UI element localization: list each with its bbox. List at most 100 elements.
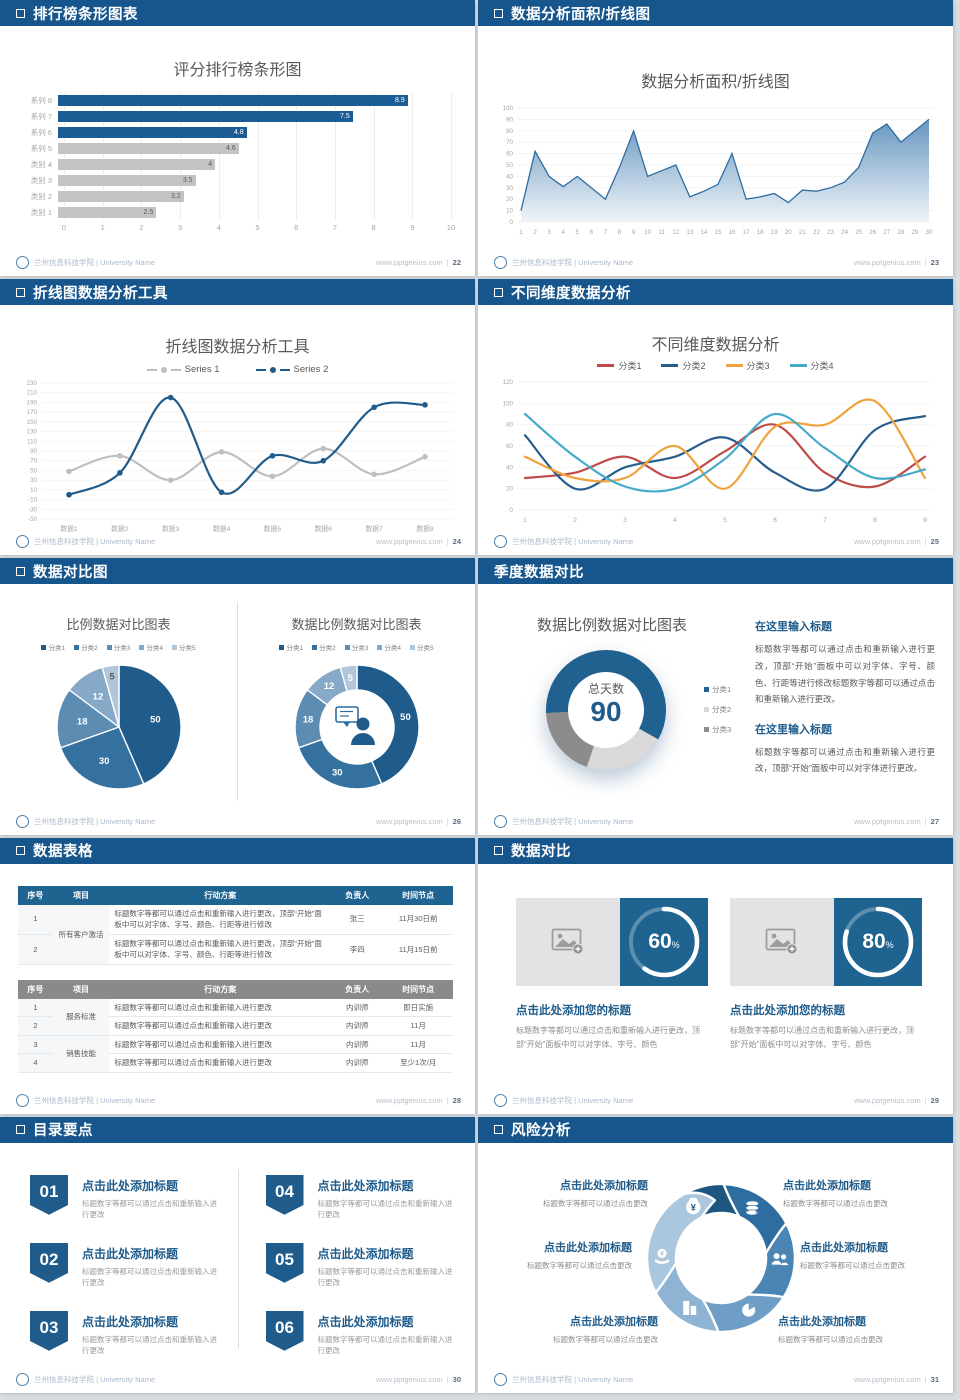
- x-tick-label: 0: [61, 223, 67, 232]
- cell-owner: 内训师: [331, 1053, 384, 1074]
- page-number: 27: [930, 816, 939, 826]
- table-row: 3 销售技能 标题数字等都可以通过点击和重新输入进行更改 内训师 11月: [18, 1035, 453, 1074]
- bar-category-label: 类别 3: [30, 175, 52, 185]
- legend-swatch: [344, 644, 350, 650]
- slide-data-tables[interactable]: 数据表格 序号 项目 行动方案 负责人 时间节点 1 所有客户激活 标题数字等都可以通过点击和…: [0, 837, 475, 1114]
- footer-separator: |: [446, 537, 449, 547]
- grid-line: [257, 92, 259, 220]
- y-tick-label: 0: [509, 507, 513, 514]
- toc-title: 点击此处添加标题: [317, 1178, 414, 1193]
- legend-dot-marker: [160, 366, 167, 373]
- slice-value-label: 30: [98, 757, 109, 768]
- slide-quarter-donut[interactable]: 季度数据对比 数据比例数据对比图表 总天数 90 分类1 分类2 分类3 在这里输入…: [478, 558, 953, 835]
- x-tick-label: 19: [770, 229, 777, 236]
- slide-header-title: 风险分析: [511, 1123, 571, 1140]
- page-number: 29: [930, 1095, 939, 1105]
- toc-subtitle: 标题数字等都可以通过点击和重新输入进行更改: [317, 1266, 453, 1287]
- chart-title: 数据比例数据对比图表: [291, 617, 422, 633]
- legend-label: 分类2: [319, 645, 336, 653]
- legend-label: 分类2: [81, 645, 98, 653]
- slide-pie-comparison[interactable]: 数据对比图 比例数据对比图表 分类1 分类2 分类3 分类4 分类5 50 30 18 12 5…: [0, 558, 475, 835]
- bar: 3.2: [58, 190, 184, 202]
- pie-wedge: [748, 1303, 755, 1310]
- slice-value-label: 50: [150, 715, 161, 726]
- data-point-marker: [269, 473, 275, 480]
- slide-line-tool[interactable]: 折线图数据分析工具 折线图数据分析工具 Series 1 Series 2 -50…: [0, 279, 475, 556]
- column-header: 序号: [18, 885, 53, 905]
- yen-glyph: ¥: [691, 1202, 696, 1212]
- cell-time: 11月: [383, 1016, 453, 1036]
- bar-row: 系列 8 8.9: [22, 92, 451, 108]
- square-bullet-icon: [16, 846, 25, 856]
- university-name: 兰州信息科技学院 | University Name: [512, 1375, 634, 1384]
- x-tick-label: 1: [523, 517, 527, 524]
- bar-track: 4.8: [58, 126, 451, 138]
- grid-line: [451, 92, 452, 220]
- bar-category-label: 系列 8: [30, 95, 52, 105]
- toc-subtitle: 标题数字等都可以通过点击和重新输入进行更改: [82, 1198, 217, 1219]
- bar-category-label: 类别 4: [30, 159, 52, 169]
- bar-row: 类别 3 3.5: [22, 172, 451, 188]
- grid-line: [141, 92, 143, 220]
- data-point-marker: [116, 453, 123, 459]
- toc-grid: 01 点击此处添加标题 标题数字等都可以通过点击和重新输入进行更改 04 点击此处添加标…: [30, 1174, 458, 1356]
- column-header: 时间节点: [383, 979, 453, 999]
- slide-progress-compare[interactable]: 数据对比 60 %: [478, 837, 953, 1114]
- slide-toc[interactable]: 目录要点 01 点击此处添加标题 标题数字等都可以通过点击和重新输入进行更改 04 点击…: [0, 1116, 475, 1393]
- university-logo-icon: [16, 814, 29, 828]
- progress-box: 80 %: [730, 897, 922, 986]
- x-tick-label: 25: [855, 229, 862, 236]
- bar-category-label: 系列 5: [30, 143, 52, 153]
- x-tick-label: 4: [673, 517, 677, 524]
- legend-item: 分类1: [41, 642, 65, 652]
- risk-sub: 标题数字等都可以通过点击更改: [778, 1334, 883, 1344]
- university-name: 兰州信息科技学院 | University Name: [34, 258, 156, 268]
- pie-halves: 比例数据对比图表 分类1 分类2 分类3 分类4 分类5 50 30 18 12 5 数据比例数…: [0, 602, 475, 802]
- university-name: 兰州信息科技学院 | University Name: [512, 816, 634, 826]
- bar-value-label: 4.8: [233, 128, 244, 136]
- donut-segment: [546, 650, 666, 740]
- slide-risk-analysis[interactable]: 风险分析 ¥ $ ¥ 点击此处添加标题 标题数字等都可以通过点击更改 点击此处添加标…: [478, 1116, 953, 1393]
- bar-row: 类别 2 3.2: [22, 188, 451, 204]
- legend-swatch: [704, 707, 709, 713]
- footer-separator: |: [446, 816, 449, 826]
- y-tick-label: 120: [502, 379, 513, 386]
- cell-time: 11月15日前: [383, 934, 453, 966]
- site-url: www.pptgenius.com: [376, 1375, 443, 1384]
- x-tick-label: 16: [728, 229, 735, 236]
- slide-header: 风险分析: [478, 1116, 953, 1143]
- toc-text: 点击此处添加标题 标题数字等都可以通过点击和重新输入进行更改: [318, 1243, 458, 1288]
- line-chart: -50 -30 -10 10 30 50 70 90 110 130 150 170 190 210 230…: [26, 380, 453, 533]
- square-bullet-icon: [16, 287, 25, 297]
- chart-title: 数据比例数据对比图表: [536, 617, 687, 635]
- slide-header: 数据表格: [0, 837, 475, 864]
- site-url: www.pptgenius.com: [854, 1375, 921, 1384]
- university-logo-icon: [16, 1093, 29, 1107]
- donut-svg: [546, 650, 666, 771]
- data-point-marker: [218, 489, 224, 496]
- square-bullet-icon: [16, 1125, 25, 1135]
- data-table: 序号 项目 行动方案 负责人 时间节点 1 服务标准 标题数字等都可以通过点击和重新输入进行更…: [18, 979, 453, 1074]
- x-tick-label: 3: [178, 223, 183, 232]
- university-logo-icon: [16, 1373, 29, 1386]
- block-heading: 在这里输入标题: [755, 621, 832, 634]
- slide-area-chart[interactable]: 数据分析面积/折线图 数据分析面积/折线图 0 10 20 30 40 50 60 70 80 9…: [478, 0, 953, 277]
- slide-multiline[interactable]: 不同维度数据分析 不同维度数据分析 分类1 分类2 分类3 分类4 0 20 40 60 80…: [478, 279, 953, 556]
- x-tick-label: 数据2: [111, 524, 129, 533]
- data-table-gray: 序号 项目 行动方案 负责人 时间节点 1 服务标准 标题数字等都可以通过点击和重新输入进行更…: [18, 979, 453, 1074]
- cell-item: 服务标准: [52, 998, 110, 1036]
- site-url: www.pptgenius.com: [376, 816, 443, 826]
- person-head: [781, 1254, 787, 1260]
- square-bullet-icon: [494, 846, 503, 856]
- x-tick-label: 数据7: [365, 524, 383, 533]
- slide-footer: 兰州信息科技学院 | University Name www.pptgenius…: [16, 1093, 461, 1107]
- progress-ring-panel: 80 %: [834, 897, 922, 986]
- x-tick-label: 9: [410, 223, 415, 232]
- x-tick-label: 数据3: [162, 524, 180, 533]
- university-logo-icon: [16, 535, 29, 549]
- slide-footer: 兰州信息科技学院 | University Name www.pptgenius…: [494, 256, 939, 270]
- slide-bar-ranking[interactable]: 排行榜条形图表 评分排行榜条形图 系列 8 8.9 系列 7 7.5 系列 6 4.8 系列…: [0, 0, 475, 277]
- risk-sub: 标题数字等都可以通过点击更改: [783, 1198, 888, 1208]
- square-bullet-icon: [16, 8, 25, 18]
